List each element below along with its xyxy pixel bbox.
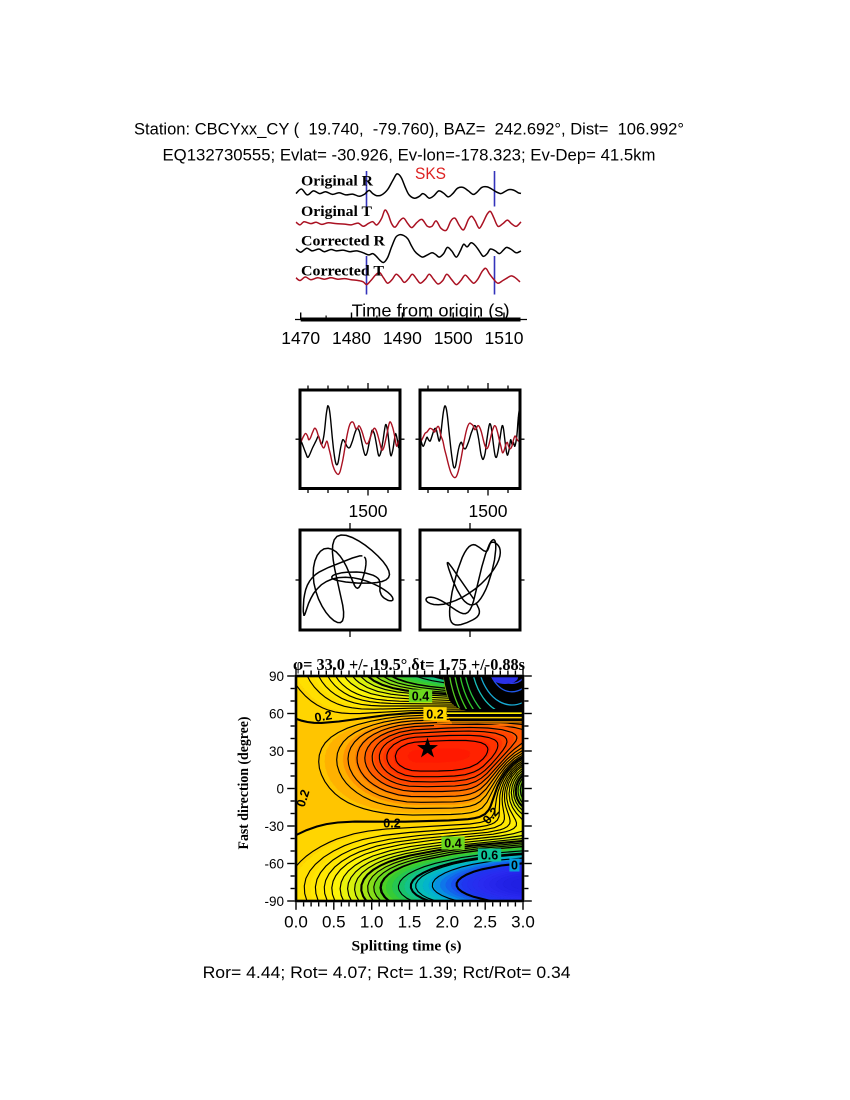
svg-text:1510: 1510 [485, 328, 524, 348]
svg-text:1480: 1480 [332, 328, 371, 348]
svg-text:Splitting time (s): Splitting time (s) [352, 939, 462, 955]
svg-text:1500: 1500 [434, 328, 473, 348]
svg-text:EQ132730555; Evlat= -30.926, E: EQ132730555; Evlat= -30.926, Ev-lon=-178… [163, 147, 656, 165]
svg-text:1500: 1500 [349, 501, 388, 521]
svg-text:-30: -30 [264, 819, 284, 834]
svg-text:Original R: Original R [301, 174, 374, 190]
svg-text:1490: 1490 [383, 328, 422, 348]
svg-text:90: 90 [269, 669, 284, 684]
svg-text:0.5: 0.5 [322, 913, 346, 932]
svg-text:2.5: 2.5 [473, 913, 497, 932]
svg-text:0.4: 0.4 [412, 690, 429, 704]
svg-text:3.0: 3.0 [511, 913, 535, 932]
svg-text:0: 0 [276, 781, 284, 796]
svg-text:Corrected R: Corrected R [301, 234, 386, 250]
svg-text:Time from origin (s): Time from origin (s) [352, 301, 510, 321]
svg-text:Station: CBCYxx_CY ( 19.740,: Station: CBCYxx_CY ( 19.740, -79.760), B… [134, 121, 684, 139]
svg-text:0.2: 0.2 [383, 817, 400, 831]
svg-text:-60: -60 [264, 856, 284, 871]
svg-text:0.0: 0.0 [284, 913, 308, 932]
svg-text:2.0: 2.0 [435, 913, 459, 932]
svg-text:0.2: 0.2 [294, 788, 313, 809]
svg-text:0.2: 0.2 [314, 708, 334, 725]
svg-text:0.2: 0.2 [426, 708, 443, 722]
svg-text:Fast direction (degree): Fast direction (degree) [236, 716, 252, 849]
svg-text:1.0: 1.0 [360, 913, 384, 932]
svg-text:0: 0 [511, 859, 518, 873]
svg-text:1.5: 1.5 [398, 913, 422, 932]
svg-text:30: 30 [269, 744, 284, 759]
svg-text:60: 60 [269, 706, 284, 721]
svg-text:φ= 33.0 +/- 19.5° δt= 1.75 +/-: φ= 33.0 +/- 19.5° δt= 1.75 +/-0.88s [293, 655, 526, 674]
svg-text:0.6: 0.6 [481, 849, 498, 863]
svg-text:-90: -90 [264, 894, 284, 909]
svg-text:1470: 1470 [281, 328, 320, 348]
svg-text:Corrected T: Corrected T [301, 264, 384, 280]
svg-text:Ror= 4.44; Rot= 4.07; Rct= 1.3: Ror= 4.44; Rot= 4.07; Rct= 1.39; Rct/Rot… [203, 963, 571, 982]
svg-text:SKS: SKS [415, 165, 446, 183]
svg-text:1500: 1500 [469, 501, 508, 521]
svg-text:Original T: Original T [301, 204, 372, 220]
svg-text:0.4: 0.4 [444, 837, 461, 851]
